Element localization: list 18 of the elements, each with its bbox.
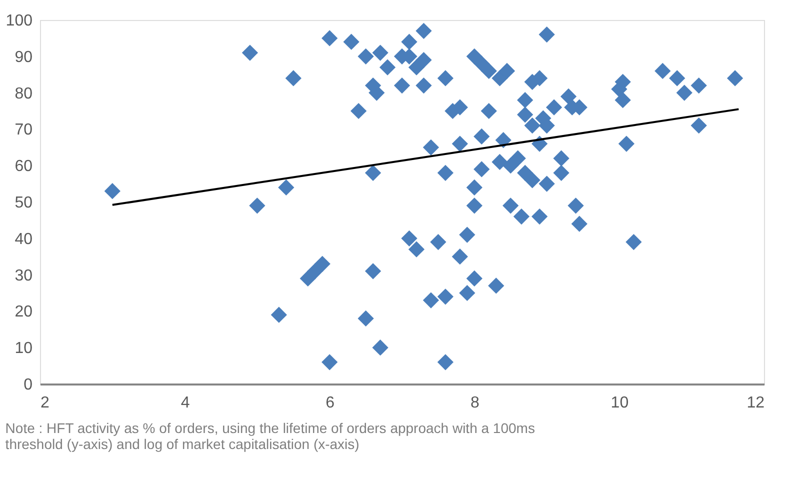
x-tick-label: 10 xyxy=(610,394,629,412)
y-tick-label: 90 xyxy=(14,48,33,66)
y-tick-label: 10 xyxy=(14,340,33,358)
x-tick-label: 12 xyxy=(746,394,765,412)
x-tick-label: 4 xyxy=(180,394,190,412)
y-tick-label: 40 xyxy=(14,230,33,248)
y-tick-label: 70 xyxy=(14,122,33,139)
y-tick-label: 80 xyxy=(14,85,33,102)
y-tick-label: 0 xyxy=(24,376,33,394)
y-tick-label: 30 xyxy=(14,267,33,284)
text: Note : HFT activity as % of orders, using the lifetime of orders approach with a 100ms threshold (y-axis) and log of market capitalisation (x-axis) xyxy=(5,420,535,452)
x-tick-label: 2 xyxy=(40,394,50,412)
y-tick-label: 50 xyxy=(14,194,33,212)
y-tick-label: 20 xyxy=(14,304,33,321)
x-tick-label: 8 xyxy=(470,394,480,412)
y-tick-label: 60 xyxy=(14,158,33,176)
x-tick-label: 6 xyxy=(326,394,335,412)
y-tick-label: 100 xyxy=(6,12,33,30)
